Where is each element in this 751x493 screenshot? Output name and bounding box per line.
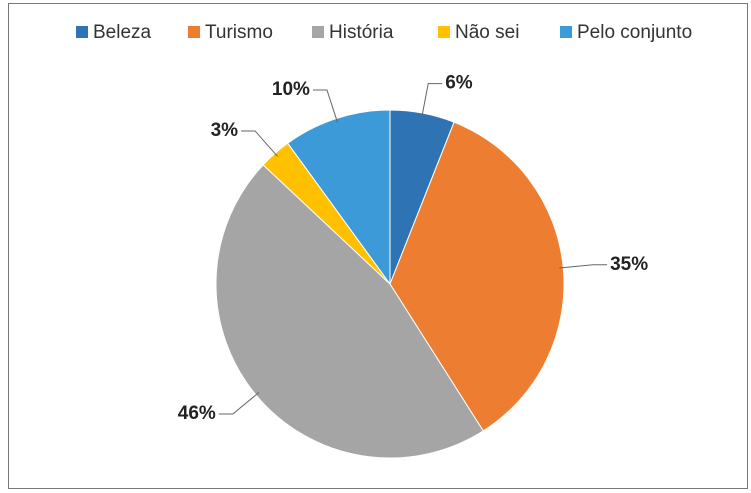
legend-swatch (438, 26, 450, 38)
legend-label: Beleza (93, 22, 152, 43)
legend-label: Turismo (205, 22, 273, 43)
legend-label: Não sei (455, 22, 519, 43)
leader-line (421, 83, 443, 118)
leader-line (218, 391, 260, 415)
leader-line (312, 89, 338, 123)
data-label: 10% (272, 79, 310, 100)
data-label: 3% (211, 120, 239, 141)
data-label: 46% (178, 403, 216, 424)
legend-swatch (560, 26, 572, 38)
legend-label: Pelo conjunto (577, 22, 692, 43)
legend-swatch (76, 26, 88, 38)
leader-line (559, 264, 608, 269)
legend-swatch (188, 26, 200, 38)
legend-swatch (312, 26, 324, 38)
data-label: 35% (610, 254, 648, 275)
leader-line (241, 130, 278, 157)
data-label: 6% (445, 73, 473, 94)
legend-label: História (329, 22, 394, 43)
